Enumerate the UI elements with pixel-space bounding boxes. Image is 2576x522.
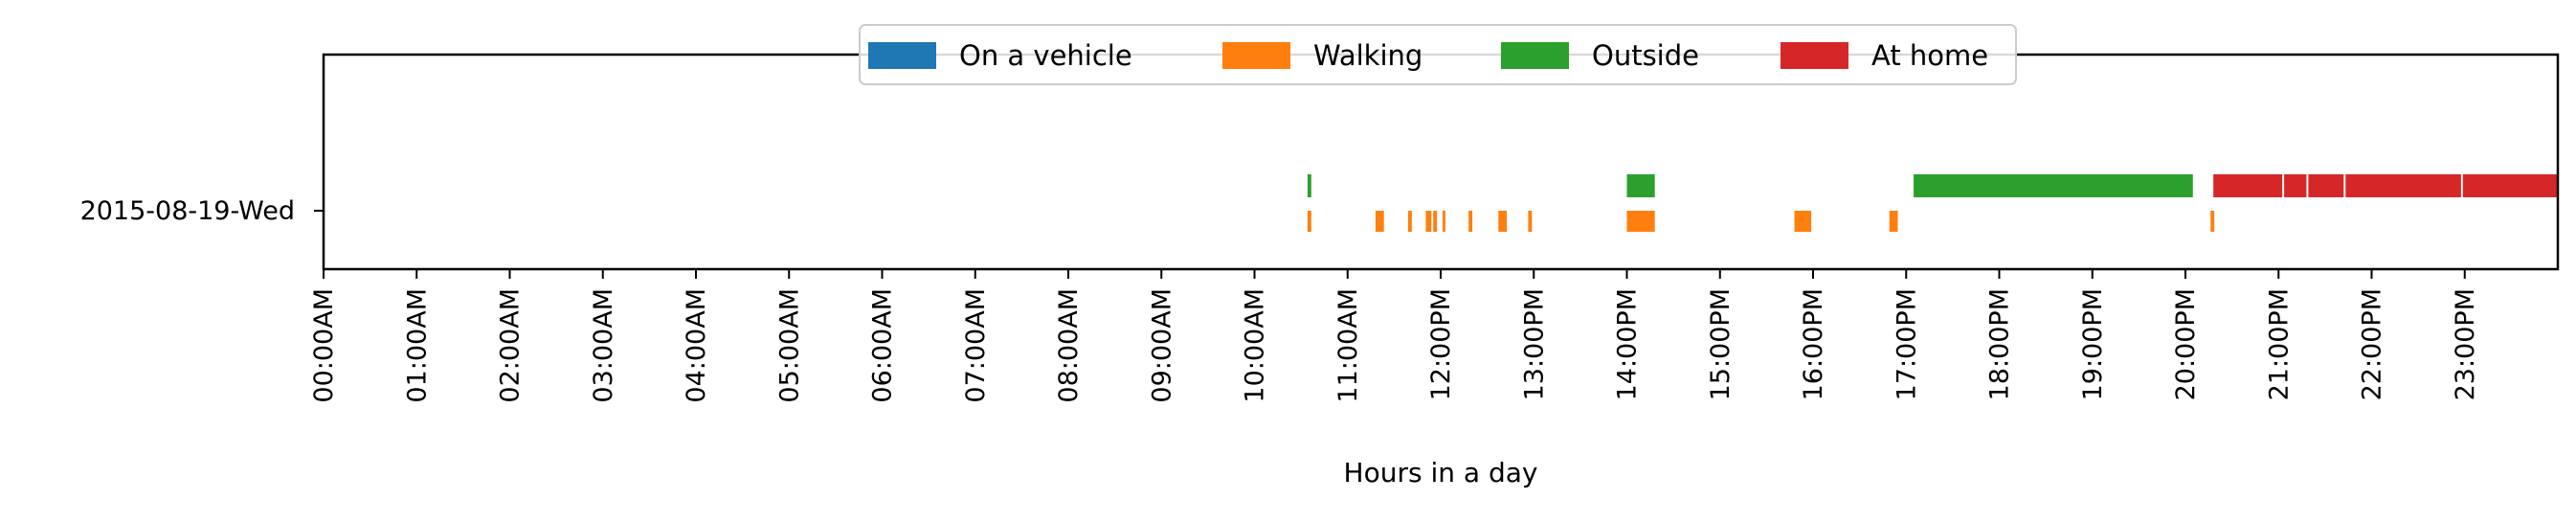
x-tick-label: 05:00AM: [774, 288, 804, 403]
marks-layer: [1307, 174, 2558, 232]
bar-walking-1: [1375, 211, 1384, 232]
bar-walking-9: [1626, 211, 1655, 232]
legend-label-outside: Outside: [1592, 39, 1699, 72]
x-tick-label: 09:00AM: [1147, 288, 1176, 403]
y-axis: 2015-08-19-Wed: [80, 196, 324, 226]
bar-walking-11: [1889, 211, 1898, 232]
x-tick-label: 22:00PM: [2358, 288, 2387, 400]
x-axis: 00:00AM 01:00AM 02:00AM 03:00AM 04:00AM 05:00…: [309, 269, 2480, 403]
bar-walking-7: [1498, 211, 1508, 232]
y-tick-label: 2015-08-19-Wed: [80, 196, 295, 226]
x-tick-label: 19:00PM: [2078, 288, 2108, 400]
bar-walking-8: [1528, 211, 1533, 232]
x-tick-label: 11:00AM: [1333, 288, 1363, 403]
bar-at-home-0: [2213, 174, 2283, 197]
x-tick-label: 02:00AM: [496, 288, 526, 403]
x-tick-label: 17:00PM: [1892, 288, 1921, 400]
legend-swatch-at-home: [1781, 42, 1848, 69]
bar-at-home-4: [2462, 174, 2558, 197]
x-tick-label: 13:00PM: [1519, 288, 1549, 400]
bar-walking-5: [1442, 211, 1445, 232]
legend-label-on-a-vehicle: On a vehicle: [959, 39, 1132, 72]
bar-walking-0: [1307, 211, 1311, 232]
bar-walking-2: [1407, 211, 1412, 232]
bar-walking-6: [1468, 211, 1473, 232]
x-tick-label: 08:00AM: [1054, 288, 1084, 403]
bar-outside-0: [1307, 174, 1311, 197]
x-tick-label: 00:00AM: [309, 288, 339, 403]
bar-walking-3: [1425, 211, 1432, 232]
legend-label-walking: Walking: [1313, 39, 1422, 72]
x-tick-label: 10:00AM: [1241, 288, 1270, 403]
bar-walking-4: [1433, 211, 1438, 232]
bar-at-home-1: [2284, 174, 2307, 197]
x-tick-label: 21:00PM: [2264, 288, 2294, 400]
x-tick-label: 12:00PM: [1426, 288, 1456, 400]
bar-walking-10: [1794, 211, 1812, 232]
x-tick-label: 07:00AM: [961, 288, 991, 403]
legend-swatch-outside: [1501, 42, 1569, 69]
bar-outside-1: [1626, 174, 1655, 197]
x-tick-label: 16:00PM: [1799, 288, 1828, 400]
x-tick-label: 18:00PM: [1985, 288, 2015, 400]
legend: On a vehicle Walking Outside At home: [859, 24, 2017, 85]
x-tick-label: 01:00AM: [402, 288, 432, 403]
legend-swatch-walking: [1222, 42, 1290, 69]
x-tick-label: 06:00AM: [868, 288, 898, 403]
plot-frame: [322, 53, 2560, 271]
x-tick-label: 15:00PM: [1706, 288, 1736, 400]
legend-box: [859, 24, 2017, 85]
x-tick-label: 14:00PM: [1613, 288, 1643, 400]
bar-walking-12: [2210, 211, 2215, 232]
x-tick-label: 03:00AM: [589, 288, 618, 403]
x-tick-label: 23:00PM: [2451, 288, 2480, 400]
x-tick-label: 04:00AM: [682, 288, 711, 403]
x-tick-label: 20:00PM: [2171, 288, 2201, 400]
bar-at-home-3: [2345, 174, 2461, 197]
bar-at-home-2: [2308, 174, 2344, 197]
legend-label-at-home: At home: [1871, 39, 1988, 72]
x-axis-label: Hours in a day: [1344, 457, 1538, 488]
legend-swatch-on-a-vehicle: [868, 42, 936, 69]
bar-outside-2: [1914, 174, 2193, 197]
